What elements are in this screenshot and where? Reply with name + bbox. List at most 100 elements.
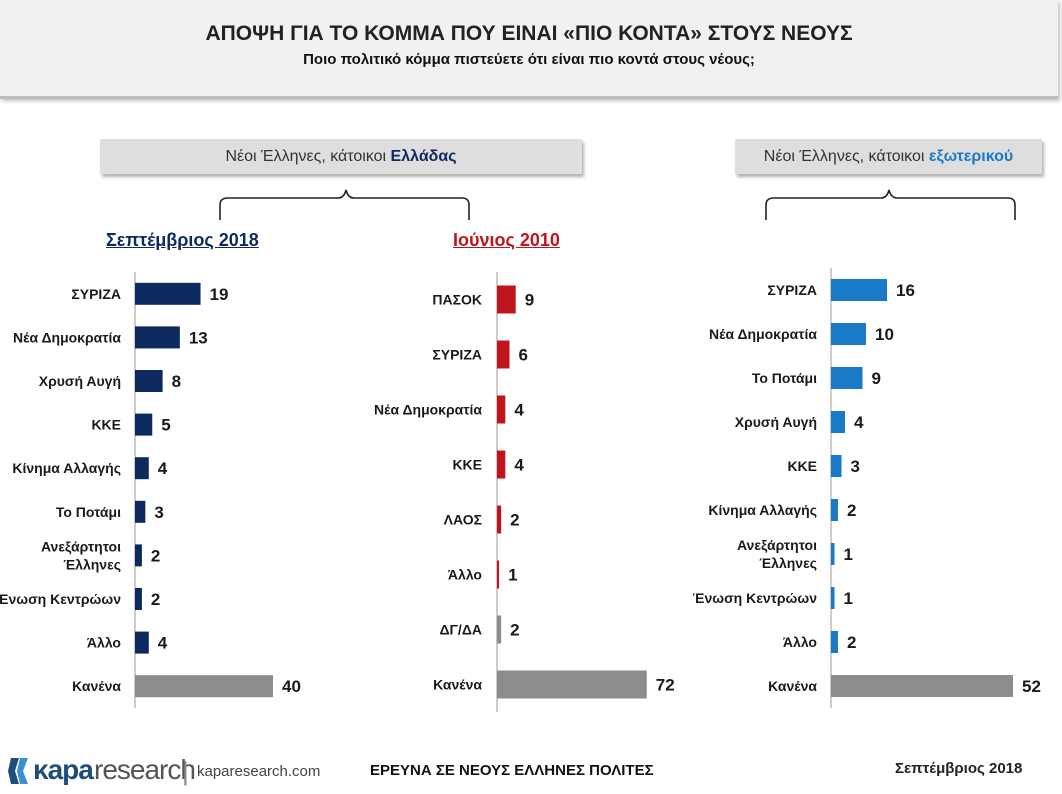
data-label: 5 xyxy=(161,416,170,435)
category-label: Νέα Δημοκρατία xyxy=(709,326,817,342)
header-bar: ΑΠΟΨΗ ΓΙΑ ΤΟ ΚΟΜΜΑ ΠΟΥ ΕΙΝΑΙ «ΠΙΟ ΚΟΝΤΑ»… xyxy=(0,0,1058,99)
data-label: 4 xyxy=(854,413,864,432)
bar xyxy=(135,326,180,349)
brace-greece xyxy=(219,189,470,220)
chart-abroad: 16 ΣΥΡΙΖΑ 10 Νέα Δημοκρατία 9 Το Ποτάμι 4 Χρυσή… xyxy=(693,268,1041,708)
category-label: ΣΥΡΙΖΑ xyxy=(767,282,817,298)
category-label: Χρυσή Αυγή xyxy=(735,414,817,430)
bar xyxy=(831,367,863,389)
bar xyxy=(135,631,149,654)
data-label: 6 xyxy=(518,346,527,365)
category-label: Άλλο xyxy=(87,635,121,651)
category-label: Νέα Δημοκρατία xyxy=(374,402,482,418)
data-label: 9 xyxy=(525,291,534,310)
survey-title: ΕΡΕΥΝΑ ΣΕ ΝΕΟΥΣ ΕΛΛΗΝΕΣ ΠΟΛΙΤΕΣ xyxy=(370,762,654,779)
chart-title-2018: Σεπτέμβριος 2018 xyxy=(106,230,259,250)
data-label: 16 xyxy=(896,281,915,300)
category-label: Χρυσή Αυγή xyxy=(39,373,121,389)
chart-2018: 19 ΣΥΡΙΖΑ 13 Νέα Δημοκρατία 8 Χρυσή Αυγή 5 ΚΚΕ 4… xyxy=(0,272,301,708)
data-label: 4 xyxy=(514,401,524,420)
page-title: ΑΠΟΨΗ ΓΙΑ ΤΟ ΚΟΜΜΑ ΠΟΥ ΕΙΝΑΙ «ΠΙΟ ΚΟΝΤΑ»… xyxy=(205,22,853,45)
bar xyxy=(135,500,146,523)
page-subtitle: Ποιο πολιτικό κόμμα πιστεύετε ότι είναι … xyxy=(303,51,755,68)
data-label: 4 xyxy=(158,634,168,653)
bar xyxy=(497,340,510,369)
category-label: ΣΥΡΙΖΑ xyxy=(432,347,482,363)
category-label: Ένωση Κεντρώων xyxy=(693,590,818,606)
category-label: ΚΚΕ xyxy=(787,458,817,474)
data-label: 3 xyxy=(154,503,163,522)
data-label: 2 xyxy=(151,546,160,565)
bar xyxy=(831,543,835,565)
group-label-greece: Νέοι Έλληνες, κάτοικοι Ελλάδας xyxy=(100,139,582,174)
data-label: 40 xyxy=(282,677,301,696)
category-label: Κίνημα Αλλαγής xyxy=(12,460,121,476)
bar xyxy=(497,615,502,644)
bar xyxy=(497,285,516,314)
category-label: Κανένα xyxy=(768,678,817,694)
category-label: Άλλο xyxy=(783,634,817,650)
brace-abroad xyxy=(765,189,1016,220)
category-label: Ανεξάρτητοι Έλληνες xyxy=(41,538,121,572)
logo-research-text: research xyxy=(94,754,196,785)
category-label: ΚΚΕ xyxy=(452,457,482,473)
data-label: 2 xyxy=(847,501,856,520)
bar xyxy=(135,588,142,610)
category-label: ΣΥΡΙΖΑ xyxy=(71,286,121,302)
category-label: Ανεξάρτητοι Έλληνες xyxy=(737,537,817,571)
logo-separator: | xyxy=(182,756,189,786)
bar xyxy=(831,499,838,521)
category-label: ΔΓ/ΔΑ xyxy=(439,622,482,638)
data-label: 4 xyxy=(514,456,524,475)
logo-mark-icon xyxy=(8,758,28,784)
category-label: Νέα Δημοκρατία xyxy=(13,329,121,345)
data-label: 2 xyxy=(510,621,519,640)
bar xyxy=(831,411,845,433)
category-label: Άλλο xyxy=(448,567,482,583)
bar xyxy=(135,413,153,436)
bar xyxy=(135,282,201,305)
bar xyxy=(831,587,835,609)
category-label: ΛΑΟΣ xyxy=(444,512,482,528)
group-label-abroad-prefix: Νέοι Έλληνες, κάτοικοι xyxy=(763,148,929,165)
data-label: 9 xyxy=(872,369,881,388)
data-label: 52 xyxy=(1022,677,1041,696)
category-label: ΚΚΕ xyxy=(91,417,121,433)
data-label: 10 xyxy=(875,325,894,344)
data-label: 1 xyxy=(844,545,853,564)
category-label: Κίνημα Αλλαγής xyxy=(708,502,817,518)
bar xyxy=(831,323,866,345)
bar xyxy=(831,631,838,653)
data-label: 3 xyxy=(851,457,860,476)
category-label: ΠΑΣΟΚ xyxy=(432,292,482,308)
data-label: 19 xyxy=(210,285,229,304)
group-label-abroad-highlight: εξωτερικού xyxy=(928,148,1014,165)
category-label: Το Ποτάμι xyxy=(752,370,817,386)
category-label: Κανένα xyxy=(433,677,482,693)
group-label-abroad: Νέοι Έλληνες, κάτοικοι εξωτερικού xyxy=(735,139,1042,174)
bar xyxy=(497,560,500,589)
bar xyxy=(497,670,647,699)
group-label-greece-highlight: Ελλάδας xyxy=(390,148,457,165)
category-label: Ένωση Κεντρώων xyxy=(0,591,121,607)
data-label: 2 xyxy=(847,633,856,652)
bar xyxy=(135,370,163,392)
data-label: 1 xyxy=(508,566,517,585)
bar xyxy=(135,457,149,480)
data-label: 72 xyxy=(656,676,675,695)
bar xyxy=(135,544,142,567)
bar xyxy=(135,675,273,698)
data-label: 4 xyxy=(158,459,168,478)
logo-url: kaparesearch.com xyxy=(197,763,321,780)
category-label: Κανένα xyxy=(72,678,121,694)
data-label: 8 xyxy=(172,372,181,391)
chart-2010: 9 ΠΑΣΟΚ 6 ΣΥΡΙΖΑ 4 Νέα Δημοκρατία 4 ΚΚΕ 2 ΛΑΟΣ 1 Άλ… xyxy=(374,272,675,712)
data-label: 13 xyxy=(189,328,208,347)
category-label: Το Ποτάμι xyxy=(56,504,121,520)
group-label-greece-prefix: Νέοι Έλληνες, κάτοικοι xyxy=(225,148,391,165)
bar xyxy=(497,450,506,479)
bar xyxy=(831,455,842,477)
bar xyxy=(831,675,1013,697)
survey-date: Σεπτέμβριος 2018 xyxy=(895,760,1023,777)
